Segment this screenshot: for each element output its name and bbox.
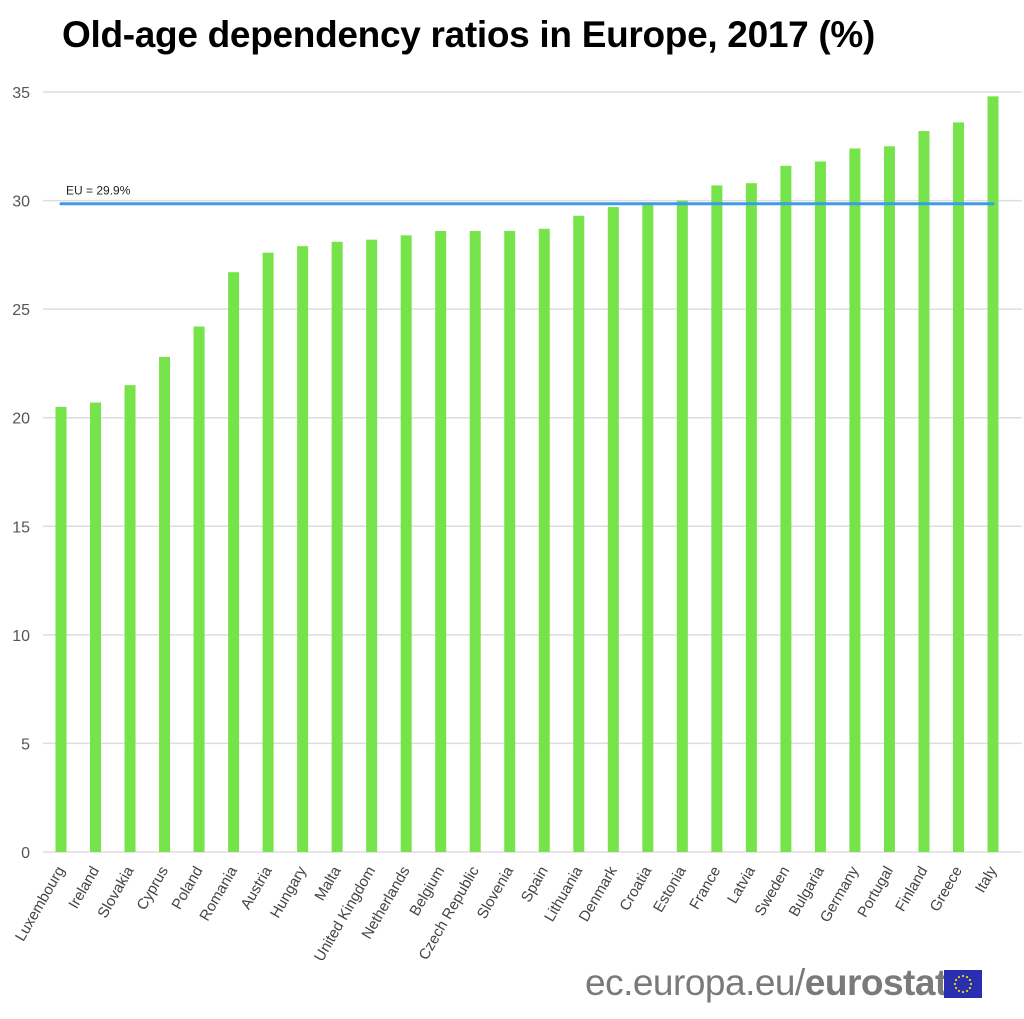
y-tick-label: 20: [12, 411, 30, 428]
bar: [607, 207, 619, 853]
bar: [124, 385, 136, 852]
y-tick-label: 30: [12, 194, 30, 211]
bar: [883, 146, 895, 853]
flag-star: [961, 990, 965, 994]
x-tick-label: Greece: [927, 864, 966, 915]
bar: [331, 241, 343, 853]
x-tick-label: Italy: [972, 863, 1001, 896]
x-tick-label: Estonia: [650, 863, 690, 915]
y-tick-label: 25: [12, 302, 30, 319]
x-axis: LuxembourgIrelandSlovakiaCyprusPolandRom…: [12, 863, 1001, 960]
bar: [297, 246, 309, 852]
bar: [987, 96, 999, 853]
x-tick-label: Spain: [518, 864, 552, 906]
chart-title: Old-age dependency ratios in Europe, 201…: [62, 14, 876, 55]
x-tick-label: Luxembourg: [12, 864, 68, 945]
bar: [780, 165, 792, 853]
flag-star: [968, 986, 972, 990]
flag-star: [968, 978, 972, 982]
flag-star: [953, 982, 957, 986]
flag-star: [969, 982, 973, 986]
x-tick-label: Malta: [312, 863, 345, 904]
bar: [90, 402, 102, 852]
gridlines: [43, 91, 1022, 853]
bar: [573, 215, 585, 852]
eu-flag-icon: [944, 970, 982, 998]
y-tick-label: 35: [12, 85, 30, 102]
eu-reference-line: EU = 29.9%: [59, 184, 995, 206]
bar: [504, 230, 516, 852]
y-tick-label: 10: [12, 628, 30, 645]
footer-source[interactable]: ec.europa.eu/eurostat: [585, 962, 947, 1004]
y-tick-label: 0: [21, 845, 30, 862]
bar: [400, 235, 412, 853]
x-tick-label: Finland: [892, 864, 931, 915]
bar: [745, 183, 757, 852]
flag-star: [965, 989, 969, 993]
reference-line-label: EU = 29.9%: [66, 184, 131, 198]
flag-star: [954, 986, 958, 990]
x-tick-label: Latvia: [724, 863, 759, 907]
bar: [538, 228, 550, 853]
bar: [642, 204, 654, 852]
bar: [55, 406, 67, 852]
bar: [814, 161, 826, 852]
bar: [952, 122, 964, 852]
bar-chart: 0 5 10 15 20 25 30 35 LuxembourgIrelandSlovakia…: [12, 85, 1022, 960]
flag-star: [961, 974, 965, 978]
footer-domain: ec.europa.eu/: [585, 962, 805, 1003]
bar: [228, 272, 240, 852]
bar: [435, 230, 447, 852]
x-tick-label: Poland: [168, 864, 206, 913]
flag-star: [957, 975, 961, 979]
flag-star: [965, 975, 969, 979]
x-tick-label: France: [686, 864, 724, 913]
bar: [193, 326, 205, 852]
bar: [262, 252, 274, 852]
x-tick-label: Austria: [238, 863, 276, 912]
bar: [711, 185, 723, 852]
y-axis: 0 5 10 15 20 25 30 35: [12, 85, 30, 862]
footer-brand: eurostat: [804, 962, 947, 1003]
x-tick-label: Cyprus: [134, 864, 172, 914]
bar: [676, 200, 688, 853]
bar: [469, 230, 481, 852]
bars: [55, 96, 999, 853]
y-tick-label: 5: [21, 736, 30, 753]
x-tick-label: Ireland: [65, 864, 103, 912]
flag-star: [957, 989, 961, 993]
bar: [159, 356, 171, 852]
bar: [849, 148, 861, 852]
y-tick-label: 15: [12, 519, 30, 536]
flag-star: [954, 978, 958, 982]
bar: [918, 131, 930, 853]
bar: [366, 239, 378, 852]
